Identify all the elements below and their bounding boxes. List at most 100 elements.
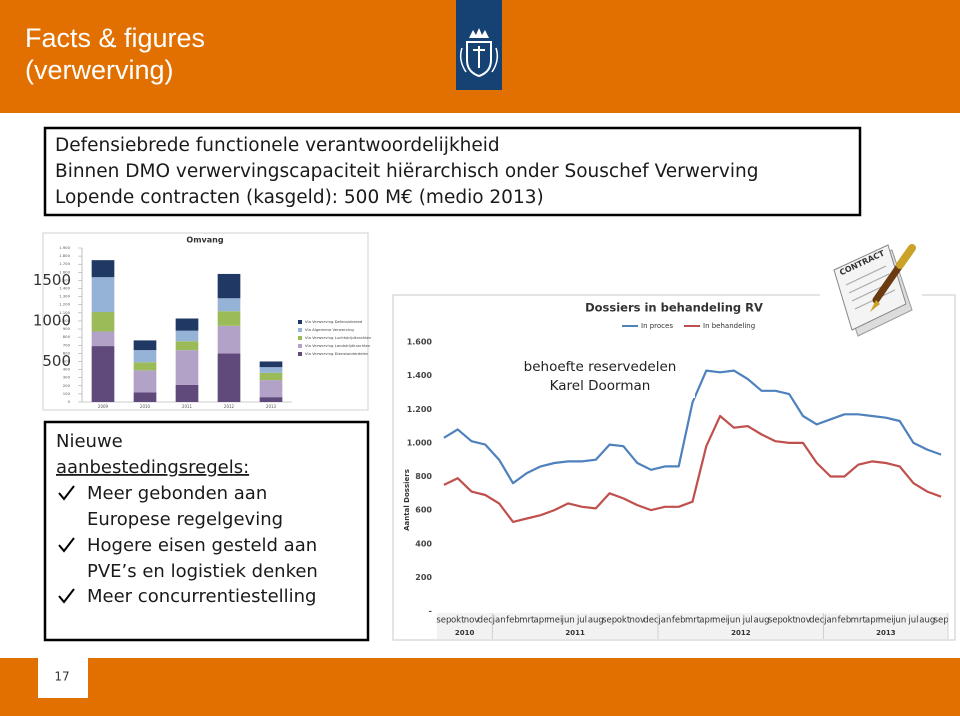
y-tick-label: 0 — [68, 399, 71, 404]
x-tick-label: mei — [712, 616, 728, 626]
x-tick-label: mei — [878, 616, 894, 626]
x-tick-label: aug — [754, 616, 770, 626]
bar-segment — [133, 392, 157, 402]
legend-label: Via Verwerving Luchtstrijdkrachten — [305, 335, 372, 340]
x-tick-label: apr — [865, 616, 880, 626]
y-tick-label: 1.200 — [407, 405, 433, 414]
x-group-label: 2012 — [731, 629, 751, 637]
bar-segment — [217, 325, 241, 354]
rule-item: PVE’s en logistiek denken — [87, 561, 318, 582]
rules-heading: aanbestedingsregels: — [56, 457, 249, 478]
highlight-tick-label: 1000 — [33, 311, 71, 329]
bar-segment — [259, 361, 283, 368]
bar-segment — [91, 346, 115, 402]
legend-swatch — [298, 352, 302, 356]
legend-label: In behandeling — [703, 322, 755, 330]
y-tick-label: 1.900 — [59, 245, 70, 250]
y-tick-label: 1.600 — [407, 338, 433, 347]
bar-segment — [133, 340, 157, 351]
y-tick-label: 1.500 — [59, 277, 70, 282]
x-tick-label: feb — [838, 616, 852, 626]
y-tick-label: 1.600 — [59, 269, 70, 274]
y-tick-label: 1.400 — [59, 286, 70, 291]
callout-text: behoefte reservedelen — [524, 359, 677, 375]
highlight-tick-label: 500 — [42, 352, 71, 370]
bar-segment — [91, 312, 115, 332]
legend-label: Via Verwerving Dienstonderdelen — [305, 351, 369, 356]
bullet: Defensiebrede functionele verantwoordeli… — [55, 135, 500, 156]
x-tick-label: 2013 — [266, 404, 277, 409]
x-group-label: 2013 — [876, 629, 896, 637]
y-tick-label: 800 — [63, 334, 71, 339]
bar-segment — [259, 397, 283, 402]
y-tick-label: 400 — [63, 367, 71, 372]
legend-swatch — [298, 328, 302, 332]
bar-segment — [133, 362, 157, 371]
contract-image: CONTRACT — [820, 238, 922, 337]
chart-title: Omvang — [186, 236, 223, 245]
rule-item: Europese regelgeving — [87, 509, 283, 530]
x-tick-label: jul — [907, 616, 918, 626]
x-tick-label: nov — [464, 616, 480, 626]
y-tick-label: 1.300 — [59, 294, 70, 299]
y-tick-label: 200 — [415, 573, 432, 582]
x-tick-label: feb — [506, 616, 520, 626]
bar-segment — [91, 260, 115, 278]
x-tick-label: jul — [576, 616, 587, 626]
x-tick-label: feb — [672, 616, 686, 626]
x-tick-label: jun — [561, 616, 575, 626]
rules-heading: Nieuwe — [56, 431, 123, 452]
x-tick-label: sep — [934, 616, 949, 626]
bar-segment — [175, 330, 199, 342]
x-tick-label: jun — [892, 616, 906, 626]
x-tick-label: jan — [657, 616, 671, 626]
bar-segment — [217, 298, 241, 312]
y-tick-label: 1.400 — [407, 371, 433, 380]
y-tick-label: 600 — [415, 506, 432, 515]
y-tick-label: 1.000 — [407, 438, 433, 447]
bar-segment — [91, 331, 115, 347]
x-tick-label: 2012 — [224, 404, 235, 409]
rules-box — [43, 420, 370, 642]
callout-box — [505, 353, 695, 398]
x-tick-label: 2011 — [182, 404, 193, 409]
x-tick-label: apr — [534, 616, 549, 626]
legend-label: Via Verwerving Defensiebreed — [305, 319, 363, 324]
rule-item: Meer gebonden aan — [87, 483, 267, 504]
legend-label: Via Algemene Verwerving — [305, 327, 354, 332]
y-tick-label: 900 — [63, 326, 71, 331]
legend-label: In proces — [641, 322, 673, 330]
bullet-box — [43, 126, 862, 217]
legend-swatch — [298, 320, 302, 324]
x-tick-label: sep — [768, 616, 783, 626]
x-tick-label: mrt — [685, 616, 701, 626]
logo — [456, 0, 502, 90]
x-tick-label: 2010 — [140, 404, 151, 409]
bar-segment — [217, 273, 241, 299]
y-tick-label: 100 — [63, 391, 71, 396]
highlight-tick-label: 1500 — [33, 271, 71, 289]
bar-segment — [217, 311, 241, 326]
x-tick-label: dec — [809, 616, 825, 626]
y-tick-label: 700 — [63, 342, 71, 347]
y-tick-label: - — [429, 607, 432, 616]
bullet: Lopende contracten (kasgeld): 500 M€ (me… — [55, 187, 544, 208]
x-tick-label: nov — [795, 616, 811, 626]
bar-segment — [133, 370, 157, 393]
rule-item: Hogere eisen gesteld aan — [87, 535, 317, 556]
y-tick-label: 500 — [63, 358, 71, 363]
x-tick-label: aug — [588, 616, 604, 626]
slide-subtitle: (verwerving) — [25, 55, 174, 85]
x-tick-label: jan — [823, 616, 837, 626]
y-tick-label: 1.700 — [59, 261, 70, 266]
bar-segment — [259, 367, 283, 373]
y-tick-label: 1.200 — [59, 302, 70, 307]
x-tick-label: jun — [726, 616, 740, 626]
y-tick-label: 800 — [415, 472, 432, 481]
bar-segment — [175, 350, 199, 385]
y-tick-label: 600 — [63, 350, 71, 355]
x-tick-label: okt — [782, 616, 796, 626]
bar-segment — [175, 384, 199, 402]
chart-title: Dossiers in behandeling RV — [585, 301, 763, 315]
